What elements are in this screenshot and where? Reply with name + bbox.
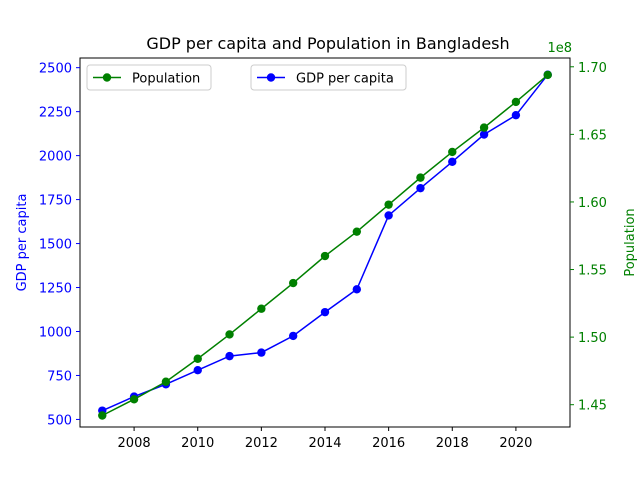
legend-label: GDP per capita bbox=[296, 72, 394, 87]
right-tick-label: 1.70 bbox=[578, 61, 607, 76]
x-tick-label: 2012 bbox=[245, 436, 278, 451]
population-point bbox=[320, 251, 330, 261]
legend-swatch-marker bbox=[266, 73, 276, 82]
left-tick-label: 2250 bbox=[39, 106, 72, 121]
left-tick-label: 1000 bbox=[39, 325, 72, 340]
legend-gdp-per-capita: GDP per capita bbox=[250, 64, 407, 91]
plot-frame bbox=[79, 57, 571, 428]
series-layer bbox=[98, 70, 552, 420]
population-point bbox=[543, 70, 552, 80]
population-point bbox=[225, 330, 234, 339]
population-point bbox=[193, 354, 202, 363]
population-point bbox=[161, 377, 171, 386]
x-tick-label: 2020 bbox=[499, 436, 532, 451]
x-tick-label: 2016 bbox=[372, 436, 405, 451]
legend-label: Population bbox=[132, 72, 200, 87]
legend-box bbox=[250, 64, 407, 91]
population-point bbox=[448, 147, 457, 157]
x-tick-label: 2014 bbox=[308, 436, 341, 451]
right-tick-label: 1.60 bbox=[578, 196, 607, 211]
legend-layer: Population GDP per capita bbox=[86, 64, 407, 91]
population-point bbox=[384, 200, 393, 209]
population-point bbox=[416, 173, 425, 182]
left-axis-title: GDP per capita bbox=[15, 194, 30, 292]
population-point bbox=[129, 395, 139, 404]
left-tick-label: 2500 bbox=[39, 62, 72, 77]
right-tick-label: 1.50 bbox=[578, 331, 607, 346]
population-point bbox=[479, 123, 489, 132]
left-tick-label: 1750 bbox=[39, 194, 72, 209]
population-point bbox=[257, 304, 266, 313]
left-tick-label: 2000 bbox=[39, 150, 72, 165]
chart-title: GDP per capita and Population in Banglad… bbox=[146, 34, 509, 53]
gdp-per-capita-point bbox=[225, 351, 234, 361]
right-tick-label: 1.65 bbox=[578, 128, 607, 143]
gdp-per-capita-point bbox=[416, 183, 425, 193]
x-tick-label: 2010 bbox=[181, 436, 214, 451]
x-tick-label: 2018 bbox=[436, 436, 469, 451]
right-tick-label: 1.45 bbox=[578, 399, 607, 414]
population-point bbox=[511, 97, 521, 107]
gdp-per-capita-point bbox=[479, 130, 489, 139]
gdp-per-capita-point bbox=[288, 331, 298, 341]
population-point bbox=[98, 411, 107, 420]
left-tick-label: 500 bbox=[47, 413, 72, 428]
population-point bbox=[352, 227, 362, 236]
gdp-per-capita-point bbox=[352, 285, 362, 294]
x-tick-label: 2008 bbox=[118, 436, 151, 451]
legend-swatch-marker bbox=[102, 73, 112, 82]
left-tick-label: 1250 bbox=[39, 282, 72, 297]
population-point bbox=[288, 278, 298, 288]
gdp-per-capita-point bbox=[384, 211, 393, 220]
gdp-per-capita-point bbox=[193, 365, 202, 375]
right-tick-label: 1.55 bbox=[578, 264, 607, 279]
axes-layer: 2008 2010 2012 2014 2016 2018 2020 500 750 1000 12… bbox=[39, 57, 607, 451]
gdp-per-capita-point bbox=[257, 348, 266, 357]
gdp-per-capita-point bbox=[448, 157, 457, 166]
legend-box bbox=[86, 64, 212, 91]
gdp-per-capita-point bbox=[320, 307, 330, 317]
left-tick-label: 750 bbox=[47, 369, 72, 384]
right-axis-offset-text: 1e8 bbox=[547, 41, 572, 56]
left-tick-label: 1500 bbox=[39, 238, 72, 253]
right-axis-title: Population bbox=[623, 208, 638, 276]
legend-population: Population bbox=[86, 64, 212, 91]
gdp-per-capita-point bbox=[511, 110, 521, 120]
